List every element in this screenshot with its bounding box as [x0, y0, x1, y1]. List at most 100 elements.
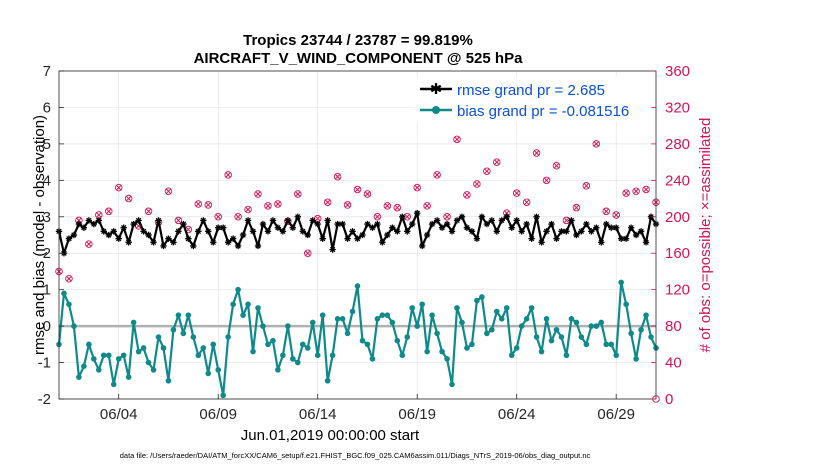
chart-title: Tropics 23744 / 23787 = 99.819%: [243, 32, 473, 49]
obs-x-stroke: [364, 191, 371, 197]
obs-assimilated-marker: [125, 195, 132, 202]
obs-possible-marker: [304, 249, 312, 257]
rmse-point: [473, 235, 481, 242]
rmse-star-stroke: [285, 217, 291, 224]
obs-possible-marker: [473, 180, 481, 188]
rmse-star-stroke: [180, 221, 187, 227]
obs-x-stroke: [225, 172, 231, 178]
obs-possible-marker: [194, 200, 203, 208]
bias-point: [399, 352, 406, 359]
rmse-point: [483, 220, 491, 228]
rmse-point: [85, 217, 93, 224]
rmse-star-stroke: [295, 214, 301, 220]
rmse-point: [115, 235, 122, 242]
obs-possible-marker: [622, 189, 630, 197]
bias-point: [270, 337, 276, 344]
rmse-point: [627, 224, 635, 231]
bias-point: [220, 392, 226, 399]
bias-point: [309, 319, 316, 326]
obs-possible-marker: [393, 203, 402, 212]
rmse-point: [364, 220, 371, 228]
bias-point: [76, 374, 82, 380]
rmse-point: [299, 228, 306, 235]
obs-assimilated-marker: [245, 206, 251, 213]
data-file-footer: data file: /Users/raeder/DAI/ATM_forcXX/…: [120, 451, 591, 460]
bias-point: [255, 305, 261, 311]
obs-possible-marker: [383, 202, 392, 210]
rmse-point: [210, 239, 217, 246]
rmse-point: [543, 228, 550, 235]
rmse-point: [389, 224, 396, 231]
bias-point: [419, 301, 425, 308]
rmse-star-stroke: [454, 217, 460, 224]
rmse-point: [90, 220, 98, 228]
rmse-point: [404, 228, 411, 235]
rmse-star-stroke: [528, 235, 535, 242]
rmse-star-stroke: [116, 235, 122, 242]
obs-assimilated-marker: [354, 186, 361, 193]
bias-point: [523, 316, 530, 322]
bias-point: [598, 319, 605, 326]
rmse-point: [95, 217, 102, 224]
obs-x-stroke: [175, 217, 182, 224]
obs-x-stroke: [434, 172, 440, 178]
rmse-point: [603, 220, 610, 228]
bias-point: [140, 345, 147, 351]
obs-x-stroke: [324, 199, 331, 205]
bias-point: [464, 345, 470, 351]
obs-possible-marker: [144, 207, 153, 216]
obs-assimilated-marker: [543, 177, 550, 184]
rmse-star-stroke: [568, 217, 575, 224]
rmse-star-stroke: [160, 243, 167, 249]
rmse-point: [324, 217, 331, 224]
rmse-star-stroke: [543, 228, 550, 235]
bias-point: [135, 348, 142, 355]
bias-point: [533, 334, 540, 340]
obs-x-stroke: [394, 204, 401, 211]
obs-assimilated-marker: [484, 168, 490, 174]
y-tick-label-left: -1: [38, 355, 51, 372]
bias-point: [449, 381, 455, 388]
rmse-point: [359, 231, 366, 239]
rmse-point: [409, 220, 416, 228]
rmse-star-stroke: [140, 228, 147, 235]
rmse-star-stroke: [359, 232, 366, 238]
rmse-point: [637, 228, 645, 235]
rmse-star-stroke: [553, 235, 560, 242]
y-tick-label-right: 0: [665, 391, 673, 408]
bias-point: [235, 286, 241, 293]
bias-point: [245, 301, 251, 308]
rmse-point: [394, 228, 401, 235]
bias-point: [285, 323, 291, 329]
bias-point: [299, 341, 306, 348]
rmse-star-stroke: [449, 228, 455, 235]
bias-point: [389, 319, 396, 326]
rmse-star-stroke: [399, 214, 405, 220]
rmse-star-stroke: [379, 239, 386, 245]
obs-possible-marker: [234, 213, 242, 221]
obs-assimilated-marker: [344, 202, 351, 208]
rmse-star-stroke: [538, 239, 545, 245]
chart-subtitle: AIRCRAFT_V_WIND_COMPONENT @ 525 hPa: [194, 50, 524, 67]
rmse-star-stroke: [170, 239, 177, 245]
obs-assimilated-marker: [474, 181, 480, 187]
bias-point: [175, 312, 182, 318]
obs-possible-marker: [542, 176, 551, 185]
bias-point: [484, 330, 490, 337]
obs-possible-marker: [483, 167, 491, 175]
bias-point: [81, 363, 87, 370]
y-tick-label-left: -2: [38, 391, 51, 408]
obs-x-stroke: [424, 203, 430, 209]
rmse-star-stroke: [434, 217, 440, 224]
obs-possible-marker: [204, 201, 212, 209]
obs-possible-marker: [323, 198, 332, 206]
rmse-star-stroke: [573, 232, 580, 238]
bias-point: [498, 316, 505, 322]
rmse-point: [175, 228, 182, 235]
rmse-star-stroke: [280, 228, 286, 235]
rmse-point: [160, 242, 167, 250]
rmse-point: [234, 242, 242, 250]
bias-point: [66, 301, 72, 308]
bias-point: [633, 356, 639, 362]
bias-point: [275, 367, 281, 373]
